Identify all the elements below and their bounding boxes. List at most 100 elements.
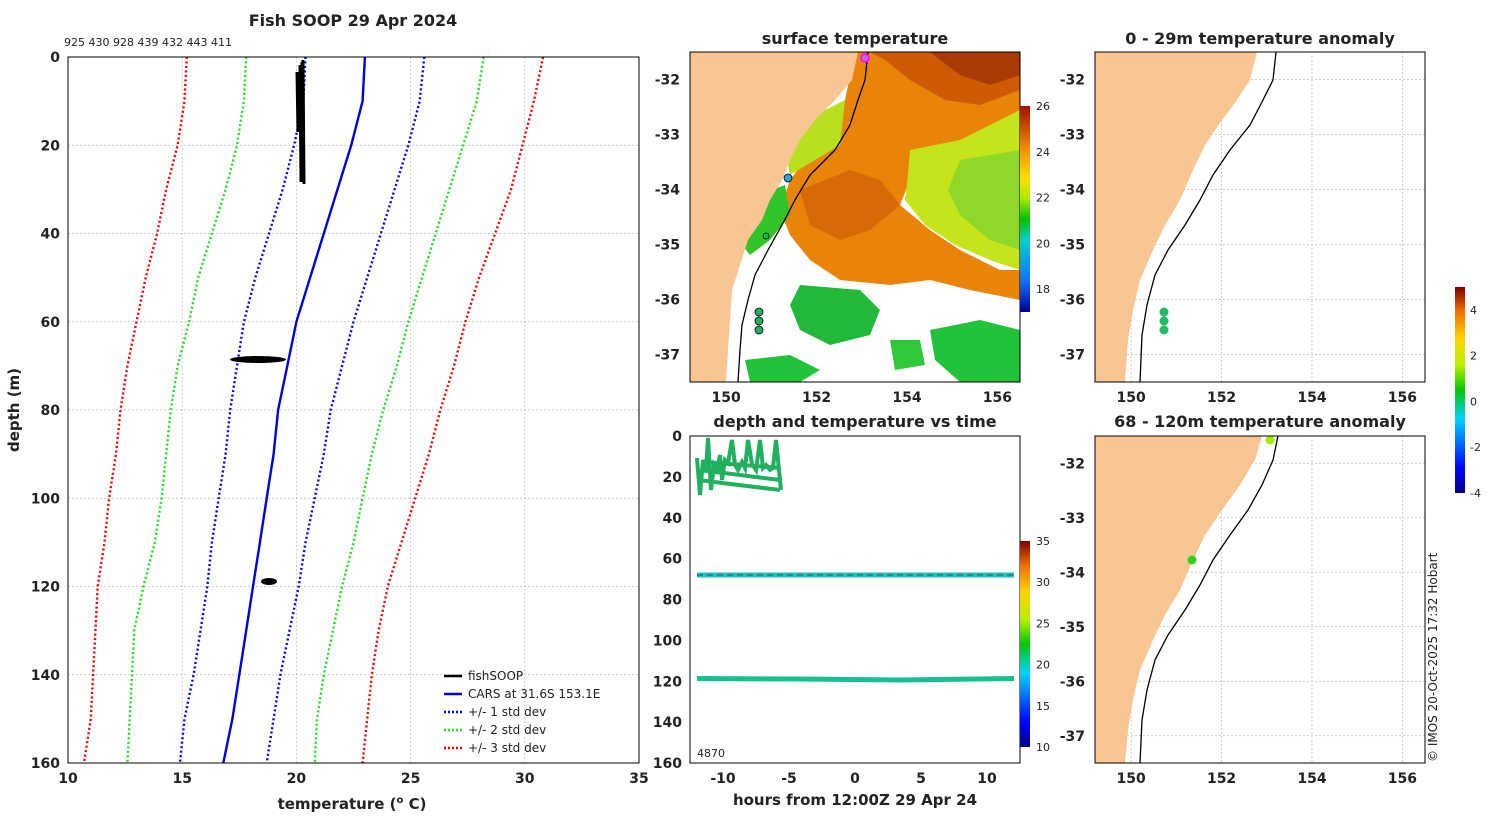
profile-ytick: 60: [41, 315, 61, 331]
timeseries-colorbar-tick: 10: [1036, 741, 1050, 754]
sst-land: [690, 52, 858, 382]
map-xtick: 150: [1117, 390, 1146, 406]
map-ytick: -35: [1060, 238, 1085, 254]
map-xtick: 150: [1117, 771, 1146, 787]
anomaly-top-contour: [1139, 52, 1277, 382]
timeseries-colorbar-tick: 20: [1036, 659, 1050, 672]
sst-colorbar-tick: 18: [1036, 283, 1050, 296]
map-ytick: -34: [655, 183, 681, 199]
map-ytick: -36: [1060, 293, 1085, 309]
profile-grid: [68, 57, 639, 763]
anomaly-top-land: [1095, 52, 1257, 382]
map-xtick: 154: [1297, 390, 1326, 406]
map-xtick: 150: [712, 390, 741, 406]
anomaly-colorbar: [1455, 287, 1465, 493]
legend-label-sd2: +/- 2 std dev: [468, 723, 546, 737]
profile-series-line: [265, 57, 426, 763]
map-ytick: -32: [1060, 456, 1085, 472]
sst-station: [754, 307, 764, 317]
sst-shelf-contour: [737, 52, 869, 382]
sst-station: [754, 316, 764, 326]
map-xtick: 156: [1388, 390, 1417, 406]
timeseries-overlap-label: 4870: [697, 747, 725, 760]
profile-curves: [82, 57, 545, 763]
timeseries-xtick: -10: [710, 771, 736, 787]
map-ytick: -34: [1060, 183, 1086, 199]
sst-title: surface temperature: [762, 29, 949, 48]
anomaly-top-panel: 0 - 29m temperature anomaly 150 152 154 156…: [1060, 29, 1426, 407]
anomaly-bottom-ticks: 150 152 154 156 -32 -33 -34 -35 -36 -37: [1060, 456, 1417, 787]
profile-xtick: 25: [401, 771, 420, 787]
profile-title: Fish SOOP 29 Apr 2024: [249, 11, 458, 30]
profile-ytick: 0: [50, 50, 60, 66]
profile-series-line: [82, 57, 188, 763]
sst-field: [690, 52, 1020, 382]
map-ytick: -37: [655, 348, 680, 364]
map-xtick: 154: [892, 390, 921, 406]
timeseries-title: depth and temperature vs time: [713, 412, 996, 431]
timeseries-xtick: 0: [850, 771, 860, 787]
anomaly-colorbar-tick: 2: [1470, 350, 1477, 363]
map-xtick: 152: [1207, 771, 1236, 787]
map-ytick: -35: [1060, 620, 1085, 636]
profile-frame: [67, 56, 640, 764]
map-xtick: 152: [1207, 390, 1236, 406]
anomaly-bottom-point: [1265, 436, 1275, 445]
profile-ticks: 10 15 20 25 30 35 0 20 40 60 80 100 120 140 160: [31, 50, 649, 787]
anomaly-colorbar-tick: -4: [1470, 487, 1481, 500]
anomaly-top-point: [1159, 325, 1169, 335]
map-ytick: -36: [655, 293, 680, 309]
profile-ytick: 80: [41, 403, 61, 419]
map-ytick: -33: [655, 128, 680, 144]
map-ytick: -32: [1060, 73, 1085, 89]
sst-station: [754, 325, 764, 335]
legend-label-obs: fishSOOP: [468, 669, 523, 683]
timeseries-panel: depth and temperature vs time -10 -5 0 5 100…: [653, 412, 1050, 809]
sst-colorbar-tick: 24: [1036, 146, 1050, 159]
profile-series-line: [178, 57, 307, 763]
anomaly-top-frame: [1094, 51, 1426, 383]
timeseries-colorbar-tick: 15: [1036, 700, 1050, 713]
sst-colorbar-tick: 22: [1036, 192, 1050, 205]
copyright-text: © IMOS 20-Oct-2025 17:32 Hobart: [1426, 552, 1440, 762]
timeseries-ytick: 60: [663, 552, 683, 568]
map-xtick: 156: [1388, 771, 1417, 787]
legend-label-sd1: +/- 1 std dev: [468, 705, 546, 719]
profile-series-line: [222, 57, 367, 763]
ts-shallow-casts: [695, 437, 783, 496]
fishsoop-segment-120m: [261, 578, 277, 585]
fishsoop-segment-68m: [230, 356, 286, 363]
profile-ytick: 120: [31, 580, 60, 596]
anomaly-top-ticks: 150 152 154 156 -32 -33 -34 -35 -36 -37: [1060, 73, 1417, 407]
sst-map-panel: surface temperature: [655, 29, 1050, 406]
anomaly-colorbar-ticks: 4 2 0 -2 -4: [1470, 304, 1481, 500]
anomaly-bottom-panel: 68 - 120m temperature anomaly 150 152 154 1…: [1060, 412, 1426, 787]
anomaly-colorbar-tick: 4: [1470, 304, 1477, 317]
map-ytick: -37: [1060, 729, 1085, 745]
timeseries-xtick: 5: [916, 771, 926, 787]
timeseries-ytick: 140: [653, 715, 682, 731]
anomaly-colorbar-tick: -2: [1470, 441, 1481, 454]
timeseries-xlabel: hours from 12:00Z 29 Apr 24: [733, 791, 977, 809]
sst-station-magenta: [860, 53, 870, 63]
legend-label-cars: CARS at 31.6S 153.1E: [468, 687, 600, 701]
map-ytick: -32: [655, 73, 680, 89]
anomaly-bottom-point: [1187, 555, 1197, 565]
timeseries-ytick: 160: [653, 756, 682, 772]
timeseries-colorbar-ticks: 35 30 25 20 15 10: [1036, 535, 1050, 754]
anomaly-bottom-frame: [1094, 435, 1426, 764]
profile-xtick: 10: [58, 771, 78, 787]
timeseries-colorbar-tick: 35: [1036, 535, 1050, 548]
map-ytick: -33: [1060, 511, 1085, 527]
timeseries-tracks: [690, 436, 1020, 763]
sst-colorbar-tick: 26: [1036, 100, 1050, 113]
timeseries-colorbar-tick: 25: [1036, 617, 1050, 630]
timeseries-ytick: 20: [663, 470, 683, 486]
profile-xtick: 30: [515, 771, 535, 787]
profile-legend: fishSOOP CARS at 31.6S 153.1E +/- 1 std …: [444, 669, 600, 755]
anomaly-top-point: [1159, 316, 1169, 326]
map-ytick: -33: [1060, 128, 1085, 144]
timeseries-colorbar: [1020, 541, 1030, 747]
map-ytick: -36: [1060, 674, 1085, 690]
